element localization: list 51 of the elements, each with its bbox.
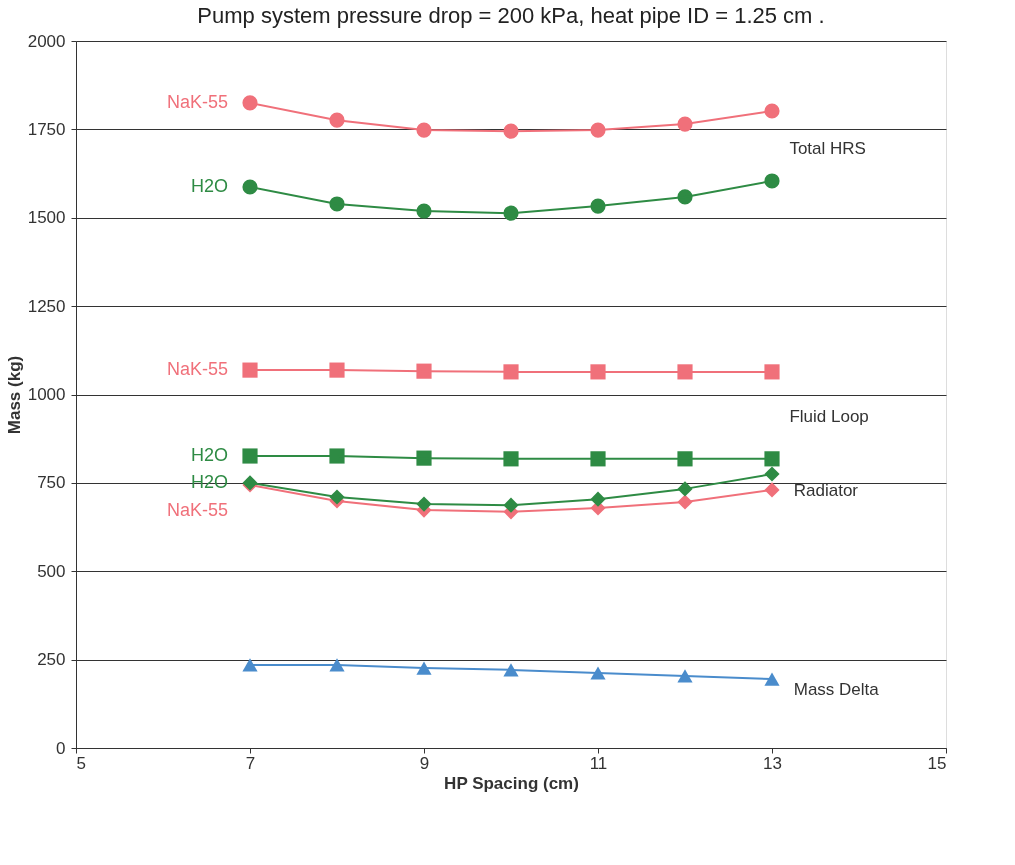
point: [329, 362, 345, 378]
y-tick-label: 1750: [27, 119, 66, 139]
point: [416, 661, 432, 675]
annotation: Radiator: [793, 480, 859, 500]
point: [677, 116, 693, 132]
x-tick-label: 13: [763, 753, 782, 773]
point: [764, 672, 780, 686]
y-axis-title: Mass (kg): [4, 355, 24, 435]
annotation: Fluid Loop: [789, 407, 869, 427]
point: [242, 448, 258, 464]
point: [764, 451, 780, 467]
point: [590, 364, 606, 380]
y-tick-label: 500: [37, 561, 66, 581]
point: [329, 448, 345, 464]
x-tick-label: 5: [76, 753, 86, 773]
series-label: H2O: [190, 176, 228, 196]
annotation: Mass Delta: [793, 680, 880, 700]
series-label: H2O: [190, 445, 228, 466]
series-label: NaK-55: [166, 359, 228, 380]
point: [242, 95, 258, 111]
point: [590, 451, 606, 467]
x-tick-label: 15: [927, 753, 947, 773]
y-tick-label: 1250: [27, 296, 66, 316]
annotation: Total HRS: [789, 139, 866, 159]
point: [416, 363, 432, 379]
point: [503, 123, 519, 139]
point: [242, 362, 258, 378]
y-tick-label: 250: [37, 650, 66, 670]
point: [764, 103, 780, 119]
point: [503, 451, 519, 467]
point: [503, 364, 519, 380]
point: [329, 112, 345, 128]
y-tick-label: 750: [37, 473, 66, 493]
point: [677, 451, 693, 467]
y-tick-label: 1500: [27, 208, 66, 228]
x-tick-label: 7: [245, 753, 256, 773]
y-tick-label: 0: [56, 738, 66, 758]
chart-title: Pump system pressure drop = 200 kPa, heat pipe ID = 1.25 cm .: [197, 3, 825, 28]
x-axis-title: HP Spacing (cm): [444, 773, 579, 793]
point: [590, 666, 606, 680]
y-tick-label: 1000: [27, 385, 66, 404]
point: [416, 450, 432, 466]
x-tick-label: 9: [419, 753, 430, 773]
point: [416, 122, 432, 138]
point: [590, 122, 606, 138]
y-tick-label: 2000: [27, 31, 66, 51]
series-label: NaK-55: [166, 500, 228, 520]
x-tick-label: 11: [589, 753, 608, 773]
point: [677, 364, 693, 380]
series-label: NaK-55: [166, 91, 228, 112]
point: [764, 364, 780, 380]
